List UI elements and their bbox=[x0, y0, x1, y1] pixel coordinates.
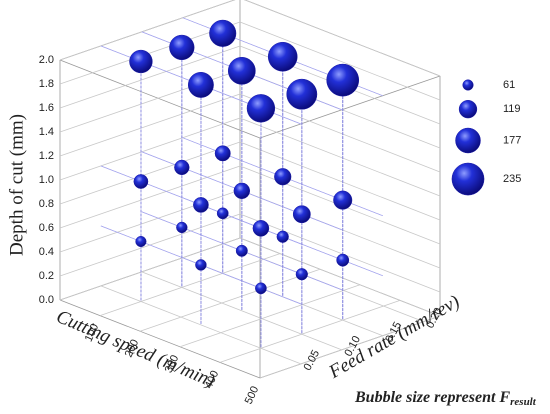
z-axis-title: Depth of cut (mm) bbox=[6, 114, 27, 256]
bubble bbox=[176, 221, 188, 234]
grid-line bbox=[239, 117, 441, 197]
grid-line bbox=[59, 141, 241, 205]
bubble bbox=[252, 220, 270, 237]
z-tick-label: 0.6 bbox=[39, 222, 54, 234]
grid-line bbox=[244, 0, 441, 77]
grid-line bbox=[259, 315, 441, 379]
box-edge bbox=[59, 59, 261, 139]
z-tick-label: 1.2 bbox=[39, 150, 54, 162]
legend-label: 235 bbox=[503, 173, 521, 185]
bubble bbox=[274, 168, 292, 186]
bubble bbox=[336, 253, 350, 267]
grid-line bbox=[59, 189, 241, 253]
grid-line bbox=[239, 213, 441, 293]
grid-line bbox=[99, 253, 281, 316]
legend-bubble bbox=[451, 162, 485, 196]
legend-label: 61 bbox=[503, 79, 515, 91]
grid-line bbox=[59, 93, 241, 157]
bubble bbox=[174, 159, 190, 176]
bubble bbox=[235, 244, 248, 257]
bubble bbox=[227, 56, 256, 85]
legend-label: 119 bbox=[503, 103, 521, 115]
caption-text: Bubble size represent F bbox=[354, 389, 510, 406]
box-edge bbox=[59, 299, 261, 379]
bubble bbox=[295, 268, 308, 281]
legend-bubble bbox=[462, 79, 474, 91]
bubble bbox=[216, 207, 229, 220]
bubble bbox=[129, 49, 153, 74]
bubble bbox=[333, 190, 353, 210]
grid-line bbox=[59, 237, 241, 301]
grid-line bbox=[179, 284, 361, 348]
grid-line bbox=[59, 117, 241, 181]
grid-line bbox=[239, 237, 441, 317]
z-tick-label: 0.4 bbox=[39, 246, 54, 258]
grid-line bbox=[139, 268, 321, 332]
grid-line bbox=[59, 69, 241, 133]
bubble bbox=[169, 34, 195, 61]
z-tick-label: 2.0 bbox=[39, 54, 54, 66]
bubble bbox=[255, 282, 267, 295]
z-tick-label: 1.8 bbox=[39, 78, 54, 90]
bubble bbox=[276, 230, 289, 243]
z-tick-label: 0.0 bbox=[39, 294, 54, 306]
bubble bbox=[195, 259, 207, 271]
bubble bbox=[292, 205, 311, 224]
grid-line bbox=[239, 141, 441, 221]
z-tick-label: 1.6 bbox=[39, 102, 54, 114]
bubbles bbox=[129, 19, 360, 295]
legend-bubble bbox=[458, 100, 478, 119]
z-tick-label: 0.8 bbox=[39, 198, 54, 210]
y-tick-label: 0.05 bbox=[302, 348, 323, 373]
bubble bbox=[286, 78, 318, 110]
bubble bbox=[233, 182, 251, 200]
grid-line bbox=[59, 165, 241, 229]
grid-line bbox=[59, 0, 236, 61]
bubble bbox=[214, 145, 231, 162]
z-tick-label: 1.0 bbox=[39, 174, 54, 186]
z-tick-label: 0.2 bbox=[39, 270, 54, 282]
box-edge bbox=[259, 75, 441, 139]
bubble bbox=[267, 41, 298, 72]
z-tick-label: 1.4 bbox=[39, 126, 54, 138]
x-tick-label: 500 bbox=[243, 384, 262, 406]
bubble bbox=[326, 63, 360, 97]
legend-bubble bbox=[455, 127, 481, 154]
bubble bbox=[246, 94, 276, 123]
bubble bbox=[193, 197, 209, 213]
grid-line bbox=[59, 45, 241, 109]
bubble bbox=[187, 71, 214, 98]
grid bbox=[59, 0, 441, 379]
grid-line bbox=[141, 271, 342, 351]
bubble bbox=[133, 174, 149, 189]
caption-subscript: result bbox=[510, 396, 537, 408]
bubble bbox=[135, 235, 147, 248]
grid-line bbox=[219, 300, 401, 363]
grid-line bbox=[239, 21, 441, 101]
legend-label: 177 bbox=[503, 134, 521, 146]
caption: Bubble size represent Fresult bbox=[354, 389, 537, 408]
bubble bbox=[209, 19, 237, 47]
grid-line bbox=[100, 285, 302, 365]
